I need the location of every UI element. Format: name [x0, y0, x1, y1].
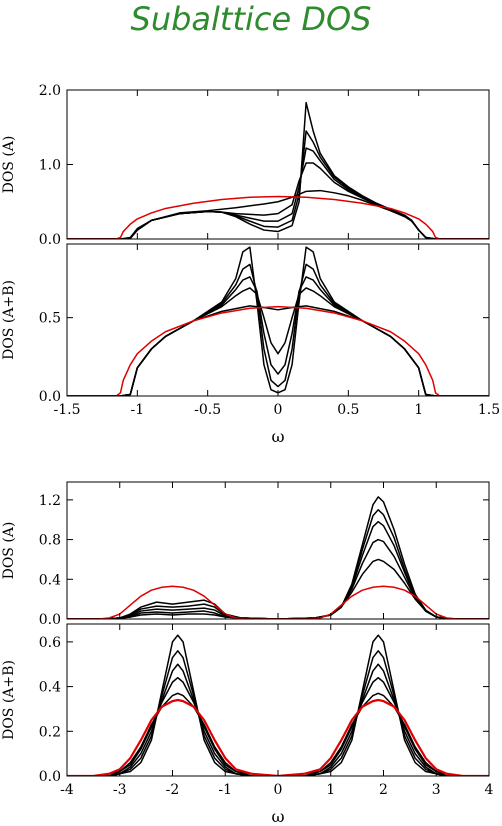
panel-2: 0.0 0.5 -1.5 -1 -0.5 0 0.5 1 1.5 DOS (A+B) ω [1, 243, 500, 446]
series-line-black-4 [67, 676, 489, 776]
y-axis-label: DOS (A) [1, 136, 17, 194]
y-tick-label: 0.0 [39, 389, 61, 405]
series-line-black-1 [67, 496, 489, 619]
series-line-black-5 [67, 558, 489, 619]
panel-4: 0.0 0.2 0.4 0.6 -4 -3 -2 -1 0 1 2 3 4 DOS (A+B) ω [1, 623, 494, 826]
y-tick-label: 1.2 [39, 493, 61, 509]
series-line-black-1 [67, 634, 489, 776]
x-tick-label: -2 [166, 782, 180, 798]
x-tick-label: 0.5 [337, 402, 359, 418]
series-line-black-2 [67, 263, 489, 396]
series-line-black-3 [67, 276, 489, 396]
series-line-black-5 [67, 189, 489, 239]
x-tick-label: 0 [274, 402, 283, 418]
series-line-black-3 [67, 663, 489, 776]
x-tick-label: 1.5 [478, 402, 500, 418]
x-axis-label: ω [271, 427, 284, 446]
y-tick-label: 0.0 [39, 612, 61, 628]
x-tick-label: -1 [218, 782, 232, 798]
x-axis-label: ω [271, 807, 284, 826]
series-line-red-6 [67, 585, 489, 619]
panel-1: 0.0 1.0 2.0 DOS (A) [1, 83, 490, 248]
x-tick-label: 2 [379, 782, 388, 798]
x-tick-label: -0.5 [194, 402, 221, 418]
y-tick-label: 0.6 [39, 635, 61, 651]
y-tick-label: 0.0 [39, 232, 61, 248]
y-tick-label: 0.0 [39, 769, 61, 785]
plot-frame [66, 623, 490, 777]
x-tick-label: -1 [131, 402, 145, 418]
panel-3: 0.0 0.4 0.8 1.2 DOS (A) [1, 481, 490, 628]
series-line-red-6 [67, 195, 489, 239]
series-line-black-3 [67, 147, 489, 239]
y-axis-label: DOS (A+B) [1, 280, 17, 360]
y-tick-label: 1.0 [39, 158, 61, 174]
plot-frame [66, 89, 490, 240]
x-tick-label: -3 [113, 782, 127, 798]
series-line-black-2 [67, 130, 489, 239]
y-tick-label: 2.0 [39, 83, 61, 99]
y-tick-label: 0.2 [39, 724, 61, 740]
series-line-black-4 [67, 287, 489, 396]
series-group [67, 246, 489, 396]
series-line-black-5 [67, 692, 489, 776]
plot-frame [66, 481, 490, 620]
chart-title: Subalttice DOS [130, 0, 372, 38]
y-tick-label: 0.4 [39, 680, 61, 696]
series-line-black-2 [67, 650, 489, 776]
y-tick-label: 0.4 [39, 572, 61, 588]
series-line-black-1 [67, 101, 489, 239]
y-tick-label: 0.8 [39, 533, 61, 549]
x-tick-label: -4 [60, 782, 74, 798]
series-group [67, 101, 489, 239]
x-tick-label: 1 [414, 402, 423, 418]
series-group [67, 634, 489, 776]
series-group [67, 496, 489, 619]
y-axis-label: DOS (A) [1, 522, 17, 580]
series-line-black-4 [67, 538, 489, 619]
series-line-red-6 [67, 698, 489, 776]
x-tick-label: 3 [432, 782, 441, 798]
y-axis-label: DOS (A+B) [1, 660, 17, 740]
x-tick-label: -1.5 [54, 402, 81, 418]
series-line-black-2 [67, 509, 489, 619]
x-tick-label: 1 [326, 782, 335, 798]
y-tick-label: 0.5 [39, 311, 61, 327]
x-tick-label: 0 [274, 782, 283, 798]
series-line-red-6 [67, 305, 489, 396]
x-tick-label: 4 [485, 782, 494, 798]
series-line-black-5 [67, 305, 489, 396]
